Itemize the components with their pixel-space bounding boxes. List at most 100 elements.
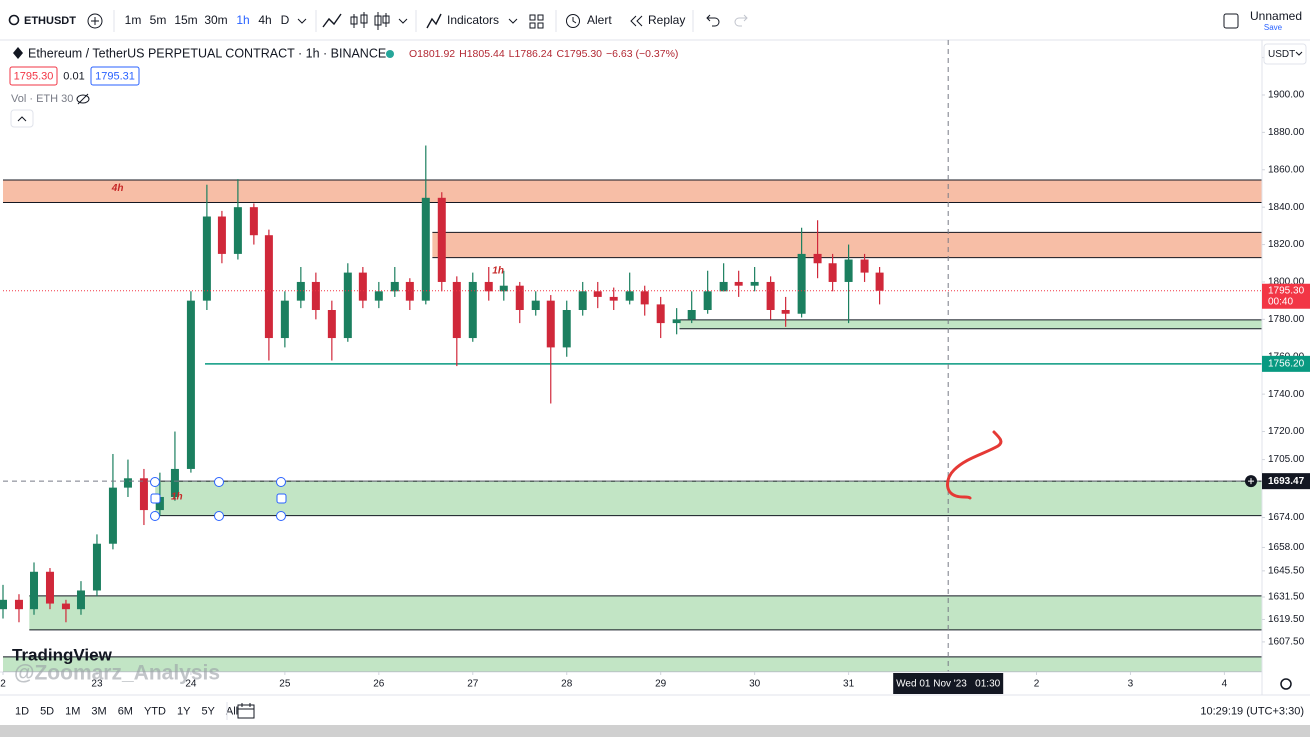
- y-tick-label: 1820.00: [1268, 239, 1305, 250]
- replay-icon[interactable]: [630, 15, 643, 27]
- crosshair-price-label-bg: [1262, 473, 1310, 490]
- last-price-label: 1795.30: [1268, 285, 1305, 296]
- chart-type-dropdown[interactable]: [398, 18, 408, 24]
- hide-volume-slash: [77, 93, 89, 105]
- y-tick-label: 1705.00: [1268, 454, 1305, 465]
- x-tick-label: 31: [843, 679, 855, 690]
- sell-button[interactable]: [9, 66, 58, 86]
- compare-icon[interactable]: [350, 12, 368, 28]
- handle[interactable]: [150, 511, 160, 521]
- candle-body: [813, 253, 822, 264]
- interval-button[interactable]: 1m: [125, 13, 142, 27]
- y-tick-label: 1840.00: [1268, 202, 1305, 213]
- candle-body: [30, 571, 39, 610]
- buy-button[interactable]: [90, 66, 140, 86]
- line-chart-icon[interactable]: [322, 13, 342, 28]
- add-symbol[interactable]: [87, 13, 103, 29]
- candle-body: [719, 281, 728, 292]
- candle-body: [327, 310, 336, 339]
- candle-body: [468, 281, 477, 339]
- market-status: [386, 50, 394, 58]
- candle-type-icon[interactable]: [374, 12, 390, 30]
- x-tick-label: 23: [91, 679, 103, 690]
- range-button[interactable]: 5Y: [201, 705, 215, 717]
- y-tick-label: 1645.50: [1268, 565, 1305, 576]
- x-tick-label: 29: [655, 679, 667, 690]
- currency-selector[interactable]: [1263, 43, 1307, 65]
- candle-body: [844, 259, 853, 282]
- range-button[interactable]: 1M: [65, 705, 80, 717]
- spread: 0.01: [63, 70, 84, 82]
- x-tick-label: 25: [279, 679, 291, 690]
- watermark-handle: @Zoomarz_Analysis: [14, 662, 220, 685]
- sell-price: 1795.30: [14, 70, 54, 82]
- candle-body: [14, 599, 23, 610]
- chart-settings[interactable]: [1280, 678, 1292, 690]
- candle-body: [264, 235, 273, 339]
- candle-body: [358, 272, 367, 301]
- interval-button[interactable]: 4h: [258, 13, 271, 27]
- interval-button[interactable]: D: [281, 13, 290, 27]
- candle-body: [766, 281, 775, 311]
- interval-button[interactable]: 5m: [150, 13, 167, 27]
- range-button[interactable]: 3M: [91, 705, 106, 717]
- interval-button[interactable]: 15m: [174, 13, 197, 27]
- candle-body: [311, 281, 320, 311]
- selected-drawing-handles: [150, 477, 287, 521]
- handle[interactable]: [276, 477, 286, 487]
- candle-body: [750, 281, 759, 286]
- y-tick-label: 1674.00: [1268, 512, 1305, 523]
- x-tick-label: 30: [749, 679, 761, 690]
- range-button[interactable]: 1Y: [177, 705, 191, 717]
- search-icon[interactable]: [8, 14, 20, 26]
- handle[interactable]: [276, 493, 287, 504]
- y-tick-label: 1900.00: [1268, 90, 1305, 101]
- handle[interactable]: [214, 477, 224, 487]
- range-button[interactable]: YTD: [144, 705, 166, 717]
- layout-name[interactable]: Unnamed: [1250, 9, 1302, 23]
- alert-icon[interactable]: [566, 14, 580, 28]
- handle[interactable]: [214, 511, 224, 521]
- add-icon: [91, 17, 99, 25]
- range-button[interactable]: All: [226, 705, 238, 717]
- candle-body: [546, 300, 555, 348]
- collapse-icon: [17, 116, 27, 122]
- candle-body: [405, 281, 414, 301]
- symbol[interactable]: ETHUSDT: [24, 15, 76, 27]
- candle-body: [374, 291, 383, 301]
- range-button[interactable]: 6M: [118, 705, 133, 717]
- save-button[interactable]: Save: [1264, 23, 1283, 32]
- legend-title: Ethereum / TetherUS PERPETUAL CONTRACT ·…: [28, 46, 386, 60]
- handle[interactable]: [150, 493, 161, 504]
- candle-body: [687, 310, 696, 320]
- line-price-label: 1756.20: [1268, 358, 1305, 369]
- interval-button[interactable]: 1h: [236, 13, 249, 27]
- replay-button[interactable]: Replay: [648, 13, 685, 27]
- handle[interactable]: [276, 511, 286, 521]
- candle-body: [155, 496, 164, 511]
- goto-date[interactable]: [237, 703, 255, 719]
- handle[interactable]: [150, 477, 160, 487]
- undo-button[interactable]: [706, 14, 720, 27]
- watermark-logo: TradingView: [12, 645, 113, 664]
- interval-dropdown[interactable]: [297, 18, 307, 24]
- currency-dropdown: [1295, 51, 1303, 56]
- indicators-icon[interactable]: [426, 13, 442, 29]
- candle-body: [515, 285, 524, 311]
- layout-icon[interactable]: [529, 14, 544, 29]
- indicators-button[interactable]: Indicators: [447, 13, 499, 27]
- alert-button[interactable]: Alert: [587, 13, 612, 27]
- y-tick-label: 1658.00: [1268, 542, 1305, 553]
- line-price-label-bg: [1262, 355, 1310, 372]
- currency[interactable]: USDT: [1268, 49, 1295, 60]
- interval-button[interactable]: 30m: [204, 13, 227, 27]
- range-button[interactable]: 5D: [40, 705, 54, 717]
- indicators-dropdown[interactable]: [508, 18, 518, 24]
- ohlc-value: C1795.30: [556, 48, 602, 60]
- hide-volume[interactable]: [76, 94, 90, 104]
- range-button[interactable]: 1D: [15, 705, 29, 717]
- redo-button[interactable]: [734, 14, 748, 27]
- layout-checkbox[interactable]: [1223, 13, 1239, 29]
- candle-body: [703, 291, 712, 311]
- collapse-legend[interactable]: [10, 109, 34, 128]
